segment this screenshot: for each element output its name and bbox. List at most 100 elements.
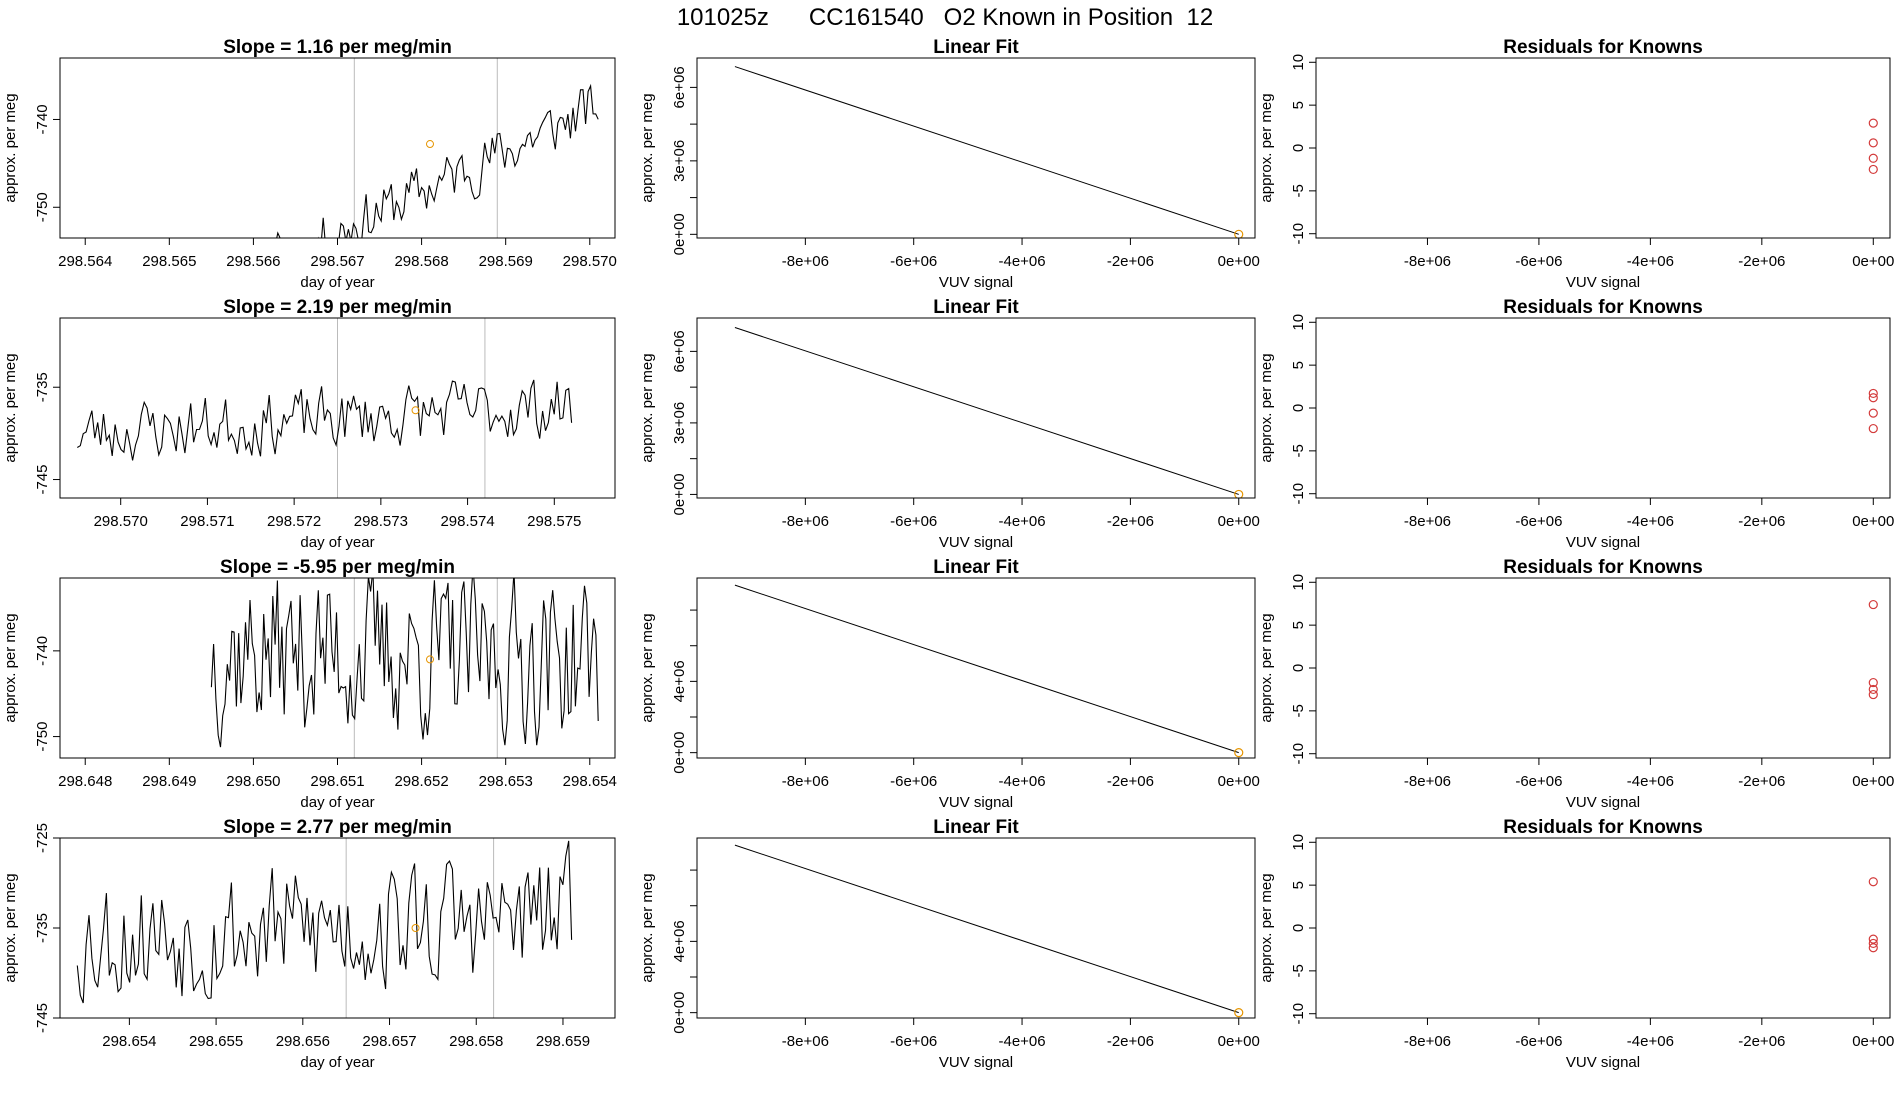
residual-point xyxy=(1868,138,1878,148)
y-axis-label: approx. per meg xyxy=(2,873,19,982)
x-tick-label: -6e+06 xyxy=(1515,253,1562,270)
x-axis-label: day of year xyxy=(300,794,374,811)
x-tick-label: -8e+06 xyxy=(1404,513,1451,530)
x-tick-label: 0e+00 xyxy=(1852,1033,1894,1050)
y-tick-label: 10 xyxy=(1290,54,1307,71)
fit-line xyxy=(734,327,1239,495)
x-tick-label: -2e+06 xyxy=(1107,513,1154,530)
y-axis-label: approx. per meg xyxy=(639,93,656,202)
x-tick-label: -8e+06 xyxy=(782,773,829,790)
residual-point xyxy=(1868,408,1878,418)
y-tick-label: -10 xyxy=(1290,483,1307,505)
mean-marker xyxy=(426,655,434,664)
y-tick-label: 0e+00 xyxy=(671,473,688,515)
y-tick-label: -5 xyxy=(1290,964,1307,977)
x-tick-label: 298.570 xyxy=(94,513,148,530)
y-tick-label: 6e+06 xyxy=(671,330,688,372)
x-axis-label: VUV signal xyxy=(939,1054,1013,1071)
y-tick-label: 6e+06 xyxy=(671,66,688,108)
y-tick-label: 10 xyxy=(1290,834,1307,851)
chart-panel-10: Slope = 2.77 per meg/min day of year appro… xyxy=(2,817,616,1071)
x-tick-label: -4e+06 xyxy=(998,1033,1045,1050)
x-tick-label: 298.652 xyxy=(394,773,448,790)
x-tick-label: 298.659 xyxy=(536,1033,590,1050)
y-axis-label: approx. per meg xyxy=(2,613,19,722)
y-axis-label: approx. per meg xyxy=(639,873,656,982)
residual-point xyxy=(1868,164,1878,175)
chart-panel-4: Slope = 2.19 per meg/min day of year appro… xyxy=(2,297,616,551)
x-tick-label: -4e+06 xyxy=(1627,513,1674,530)
y-tick-label: 5 xyxy=(1290,881,1307,889)
y-tick-label: 5 xyxy=(1290,621,1307,629)
y-axis-label: approx. per meg xyxy=(1258,93,1275,202)
x-tick-label: 0e+00 xyxy=(1852,513,1894,530)
x-tick-label: -4e+06 xyxy=(998,253,1045,270)
fit-line xyxy=(734,66,1239,235)
chart-panel-2: Linear Fit VUV signal approx. per meg -8e+0… xyxy=(639,37,1260,291)
y-tick-label: -5 xyxy=(1290,704,1307,717)
y-tick-label: -740 xyxy=(34,636,51,666)
y-tick-label: -725 xyxy=(34,823,51,853)
x-tick-label: -2e+06 xyxy=(1107,773,1154,790)
mean-marker xyxy=(426,140,434,149)
y-tick-label: 5 xyxy=(1290,361,1307,369)
x-tick-label: -2e+06 xyxy=(1738,253,1785,270)
x-tick-label: 298.655 xyxy=(189,1033,243,1050)
plot-frame xyxy=(1315,317,1891,499)
x-tick-label: 298.573 xyxy=(354,513,408,530)
x-tick-label: -4e+06 xyxy=(1627,1033,1674,1050)
x-tick-label: 298.572 xyxy=(267,513,321,530)
y-tick-label: 0e+00 xyxy=(671,992,688,1034)
x-axis-label: day of year xyxy=(300,534,374,551)
plot-area xyxy=(77,318,573,498)
chart-panel-9: Residuals for Knowns VUV signal approx. pe… xyxy=(1258,557,1894,811)
x-tick-label: -6e+06 xyxy=(1515,773,1562,790)
y-tick-label: 0 xyxy=(1290,924,1307,932)
panel-title: Residuals for Knowns xyxy=(1503,297,1703,318)
y-tick-label: 0 xyxy=(1290,144,1307,152)
y-tick-label: 3e+06 xyxy=(671,140,688,182)
y-axis-label: approx. per meg xyxy=(2,353,19,462)
chart-panel-12: Residuals for Knowns VUV signal approx. pe… xyxy=(1258,817,1894,1071)
y-axis-label: approx. per meg xyxy=(1258,873,1275,982)
data-point xyxy=(1234,489,1244,498)
panel-title: Residuals for Knowns xyxy=(1503,817,1703,838)
x-tick-label: 298.649 xyxy=(142,773,196,790)
x-tick-label: 298.650 xyxy=(226,773,280,790)
x-tick-label: 298.564 xyxy=(58,253,112,270)
x-tick-label: 298.574 xyxy=(440,513,494,530)
x-tick-label: -2e+06 xyxy=(1107,253,1154,270)
x-tick-label: 298.571 xyxy=(180,513,234,530)
data-trace xyxy=(77,379,573,461)
data-point xyxy=(1234,1008,1244,1018)
x-tick-label: -6e+06 xyxy=(1515,513,1562,530)
x-tick-label: 298.648 xyxy=(58,773,112,790)
residual-point xyxy=(1868,388,1878,399)
plot-area xyxy=(734,844,1244,1018)
x-tick-label: -2e+06 xyxy=(1738,1033,1785,1050)
y-tick-label: 10 xyxy=(1290,314,1307,331)
data-trace xyxy=(76,840,573,1004)
y-axis-label: approx. per meg xyxy=(639,613,656,722)
mean-marker xyxy=(411,924,420,932)
plot-area xyxy=(734,327,1244,498)
y-tick-label: -10 xyxy=(1290,743,1307,765)
y-tick-label: -735 xyxy=(34,913,51,943)
data-trace xyxy=(276,83,599,238)
panel-title: Linear Fit xyxy=(933,557,1019,578)
x-axis-label: VUV signal xyxy=(1566,274,1640,291)
residual-point xyxy=(1868,599,1878,610)
x-tick-label: 0e+00 xyxy=(1218,773,1260,790)
x-tick-label: -6e+06 xyxy=(890,1033,937,1050)
plot-frame xyxy=(59,317,616,499)
y-tick-label: 0 xyxy=(1290,404,1307,412)
residual-point xyxy=(1868,393,1878,403)
x-axis-label: VUV signal xyxy=(1566,534,1640,551)
fit-line xyxy=(734,844,1239,1014)
plot-area xyxy=(734,584,1244,758)
plot-frame xyxy=(696,837,1256,1019)
x-tick-label: -8e+06 xyxy=(1404,253,1451,270)
y-tick-label: -10 xyxy=(1290,223,1307,245)
